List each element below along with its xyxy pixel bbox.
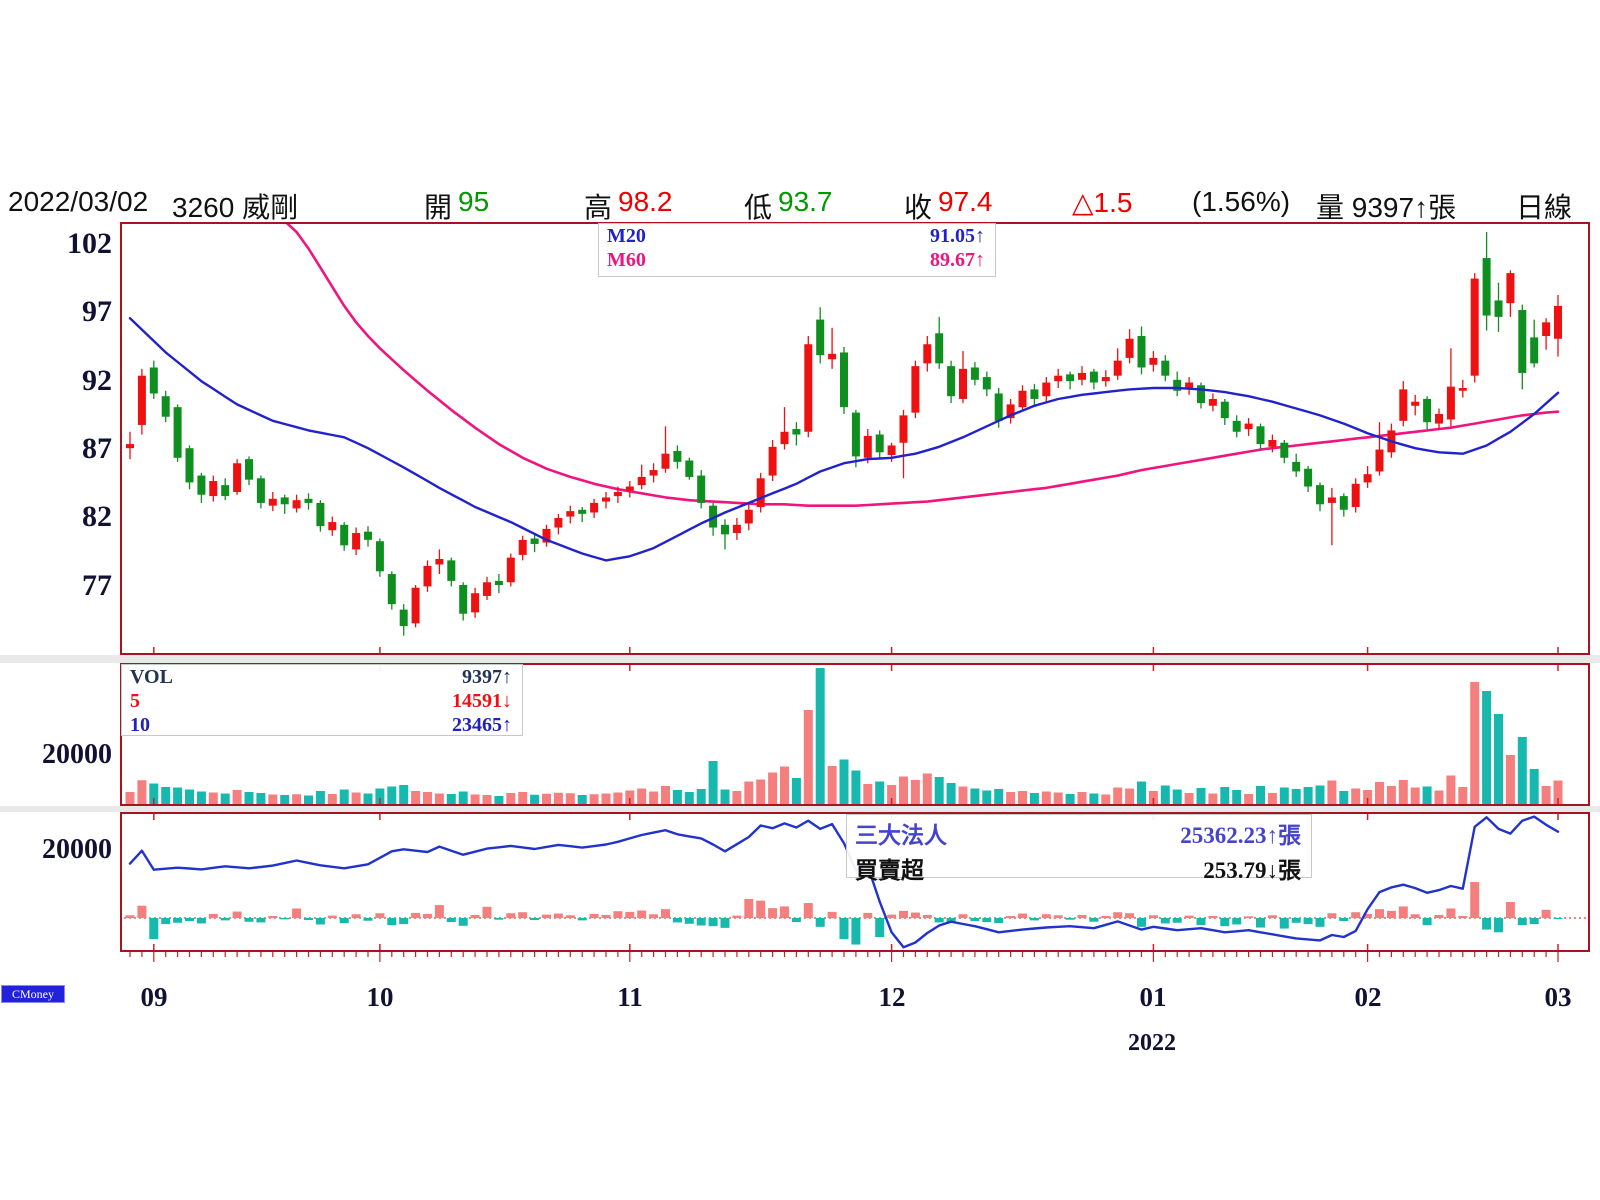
month-label-09: 09 xyxy=(140,982,168,1012)
price-tick-92: 92 xyxy=(82,364,112,397)
volume-legend-row: VOL 9397↑ xyxy=(122,665,522,689)
vol-label: VOL xyxy=(130,666,173,688)
month-label-11: 11 xyxy=(617,982,643,1012)
vol-value: 9397↑ xyxy=(462,666,512,688)
volume-legend-row: 10 23465↑ xyxy=(122,713,522,737)
header-low-label: 低 xyxy=(744,192,773,223)
candlestick-chart xyxy=(120,222,1590,655)
header-period: 日線 xyxy=(1516,192,1573,223)
vol5-label: 5 xyxy=(130,690,140,712)
inst-legend-row: 三大法人 25362.23↑張 xyxy=(847,815,1311,850)
ma-legend-row: M60 89.67↑ xyxy=(599,248,995,272)
header-change-pct: (1.56%) xyxy=(1192,186,1291,217)
m60-value: 89.67↑ xyxy=(930,249,985,271)
month-label-12: 12 xyxy=(878,982,906,1012)
inst-legend: 三大法人 25362.23↑張 買賣超 253.79↓張 xyxy=(846,814,1312,883)
header-close-label: 收 xyxy=(904,192,933,223)
header-close-value: 97.4 xyxy=(938,186,993,217)
month-label-02: 02 xyxy=(1354,982,1382,1012)
header-change: △1.5 xyxy=(1072,187,1133,218)
month-label-01: 01 xyxy=(1139,982,1167,1012)
net-value: 253.79↓張 xyxy=(1203,858,1301,883)
price-tick-82: 82 xyxy=(82,500,112,533)
institutional-chart xyxy=(120,812,1590,952)
inst-tick: 20000 xyxy=(42,834,112,865)
header-low-value: 93.7 xyxy=(778,186,833,217)
price-tick-97: 97 xyxy=(82,295,112,328)
volume-legend-row: 5 14591↓ xyxy=(122,689,522,713)
ma-legend-row: M20 91.05↑ xyxy=(599,224,995,248)
x-axis-ticks xyxy=(129,952,1559,962)
inst-value: 25362.23↑張 xyxy=(1180,823,1301,848)
vol10-value: 23465↑ xyxy=(452,714,512,736)
header-high-value: 98.2 xyxy=(618,186,673,217)
volume-tick: 20000 xyxy=(42,739,112,770)
net-label: 買賣超 xyxy=(855,858,924,883)
header-open-value: 95 xyxy=(458,186,490,217)
vol10-label: 10 xyxy=(130,714,150,736)
header-open-label: 開 xyxy=(424,192,453,223)
price-tick-77: 77 xyxy=(82,569,112,602)
month-label-10: 10 xyxy=(366,982,394,1012)
ma-legend: M20 91.05↑ M60 89.67↑ xyxy=(598,223,996,277)
vol5-value: 14591↓ xyxy=(452,690,512,712)
m60-label: M60 xyxy=(607,249,646,271)
header-high-label: 高 xyxy=(584,192,613,223)
volume-legend: VOL 9397↑ 5 14591↓ 10 23465↑ xyxy=(121,664,523,736)
panel-separator xyxy=(0,655,1600,663)
header-date: 2022/03/02 xyxy=(8,186,149,217)
volume-chart xyxy=(120,663,1590,806)
inst-label: 三大法人 xyxy=(855,823,947,848)
month-label-03: 03 xyxy=(1544,982,1572,1012)
year-label: 2022 xyxy=(1128,1030,1176,1056)
header-stock: 3260 威剛 xyxy=(172,192,299,223)
panel-separator xyxy=(0,806,1600,812)
price-tick-102: 102 xyxy=(67,227,112,260)
header-volume: 量 9397↑張 xyxy=(1316,192,1457,223)
cmoney-watermark: CMoney xyxy=(1,985,65,1003)
price-tick-87: 87 xyxy=(82,432,112,465)
m20-value: 91.05↑ xyxy=(930,225,985,247)
inst-legend-row: 買賣超 253.79↓張 xyxy=(847,850,1311,885)
m20-label: M20 xyxy=(607,225,646,247)
